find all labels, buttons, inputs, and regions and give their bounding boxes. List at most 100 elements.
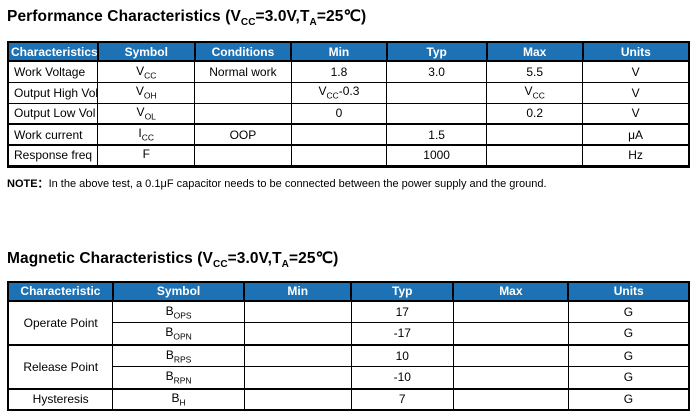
symbol-subscript: RPS bbox=[173, 354, 192, 365]
cell-units: G bbox=[567, 387, 690, 411]
max-subscript: CC bbox=[532, 90, 545, 101]
cell-characteristic: Output High Vol bbox=[7, 81, 99, 104]
cell-max bbox=[452, 322, 569, 346]
cell-characteristic-operate-point: Operate Point bbox=[7, 300, 114, 346]
cell-units: G bbox=[567, 322, 690, 346]
header-cell-units: Units bbox=[581, 41, 691, 63]
condition-mid: =3.0V,T bbox=[255, 8, 310, 25]
cell-min bbox=[243, 343, 352, 368]
cell-typ: 3.0 bbox=[386, 60, 488, 83]
table-row-brps: Release Point BRPS 10 G bbox=[7, 343, 690, 390]
note-label: NOTE： bbox=[7, 177, 49, 190]
cell-min bbox=[243, 322, 352, 346]
header-cell-characteristics: Characteristics bbox=[7, 41, 99, 63]
header-cell-max: Max bbox=[452, 280, 570, 302]
cell-min: VCC-0.3 bbox=[290, 81, 388, 104]
note-text: In the above test, a 0.1μF capacitor nee… bbox=[48, 177, 547, 190]
table-row-bopn: BOPN -17 G bbox=[8, 322, 690, 346]
header-cell-symbol: Symbol bbox=[111, 280, 246, 302]
cell-max bbox=[452, 387, 569, 411]
condition-mid: =3.0V,T bbox=[227, 249, 282, 267]
cell-typ bbox=[386, 102, 488, 125]
condition-close: =25℃) bbox=[288, 249, 339, 267]
table-row-bh: Hysteresis BH 7 G bbox=[7, 387, 690, 411]
symbol-base: V bbox=[136, 105, 145, 120]
table-row-brpn: BRPN -10 G bbox=[8, 366, 690, 390]
cell-units: V bbox=[582, 60, 690, 83]
cell-max bbox=[452, 300, 569, 324]
performance-note: NOTE：In the above test, a 0.1μF capacito… bbox=[7, 175, 690, 191]
min-base: V bbox=[318, 84, 327, 99]
cell-max: 0.2 bbox=[486, 102, 584, 125]
magnetic-table: Characteristic Symbol Min Typ Max Units … bbox=[7, 280, 690, 411]
cell-units: V bbox=[582, 102, 690, 125]
cell-units: Hz bbox=[582, 144, 690, 167]
table-row-work-current: Work current ICC OOP 1.5 μA bbox=[7, 123, 690, 146]
min-suffix: -0.3 bbox=[338, 84, 360, 99]
symbol-subscript: OPN bbox=[173, 331, 192, 342]
cell-conditions bbox=[194, 144, 292, 167]
cell-symbol: VOH bbox=[97, 81, 196, 104]
cell-symbol: BRPS bbox=[112, 343, 245, 368]
cell-characteristic: Output Low Vol bbox=[7, 102, 99, 125]
header-cell-characteristic: Characteristic bbox=[7, 280, 114, 302]
symbol-subscript: CC bbox=[144, 70, 157, 81]
symbol-base: B bbox=[165, 303, 174, 318]
symbol-subscript: CC bbox=[141, 132, 155, 143]
cell-conditions bbox=[194, 102, 292, 125]
cell-typ: 7 bbox=[350, 387, 454, 411]
symbol-base: F bbox=[142, 147, 150, 162]
cell-min: 0 bbox=[290, 102, 388, 125]
cell-max bbox=[486, 144, 584, 167]
cell-characteristic: Response freq bbox=[7, 144, 99, 167]
symbol-base: B bbox=[165, 347, 174, 362]
magnetic-title-text: Magnetic Characteristics bbox=[7, 249, 198, 267]
header-cell-typ: Typ bbox=[350, 280, 455, 302]
cell-symbol: F bbox=[97, 144, 196, 167]
condition-close: =25℃) bbox=[316, 8, 367, 25]
cell-typ: 1000 bbox=[386, 144, 488, 167]
condition-sub-ta: A bbox=[309, 17, 317, 29]
cell-max: VCC bbox=[486, 81, 584, 104]
cell-symbol: VCC bbox=[97, 60, 196, 83]
cell-units: G bbox=[567, 300, 690, 324]
cell-symbol: BH bbox=[112, 387, 245, 411]
cell-units: G bbox=[567, 343, 690, 368]
symbol-subscript: OL bbox=[144, 111, 156, 122]
table-row-output-low-vol: Output Low Vol VOL 0 0.2 V bbox=[7, 102, 690, 125]
cell-symbol: VOL bbox=[97, 102, 196, 125]
cell-symbol: BOPS bbox=[112, 300, 245, 324]
performance-title: Performance Characteristics (VCC=3.0V,TA… bbox=[7, 7, 690, 28]
symbol-base: V bbox=[136, 63, 145, 78]
header-cell-symbol: Symbol bbox=[96, 41, 196, 63]
header-cell-min: Min bbox=[290, 41, 388, 63]
cell-symbol: BRPN bbox=[112, 366, 245, 390]
cell-conditions: OOP bbox=[194, 123, 292, 146]
max-base: V bbox=[524, 84, 533, 99]
cell-min bbox=[243, 387, 352, 411]
cell-symbol: BOPN bbox=[112, 322, 245, 346]
cell-conditions: Normal work bbox=[194, 60, 292, 83]
header-cell-units: Units bbox=[567, 280, 690, 302]
header-cell-conditions: Conditions bbox=[193, 41, 293, 63]
cell-characteristic: Work current bbox=[7, 123, 99, 146]
cell-characteristic: Work Voltage bbox=[7, 60, 99, 83]
cell-max bbox=[452, 366, 569, 390]
cell-units: μA bbox=[582, 123, 690, 146]
cell-units: G bbox=[567, 366, 690, 390]
cell-min bbox=[290, 123, 388, 146]
magnetic-header-row: Characteristic Symbol Min Typ Max Units bbox=[7, 280, 690, 302]
performance-title-text: Performance Characteristics bbox=[7, 8, 226, 25]
symbol-base: B bbox=[165, 325, 174, 340]
symbol-base: V bbox=[135, 84, 144, 99]
cell-min bbox=[290, 144, 388, 167]
cell-characteristic-hysteresis: Hysteresis bbox=[7, 387, 114, 411]
cell-max bbox=[452, 343, 569, 368]
cell-typ: 1.5 bbox=[386, 123, 488, 146]
cell-typ: 10 bbox=[350, 343, 454, 368]
symbol-subscript: H bbox=[179, 397, 186, 408]
table-row-work-voltage: Work Voltage VCC Normal work 1.8 3.0 5.5… bbox=[7, 60, 690, 83]
cell-typ bbox=[386, 81, 488, 104]
performance-header-row: Characteristics Symbol Conditions Min Ty… bbox=[7, 41, 691, 63]
condition-sub-vcc: CC bbox=[213, 258, 228, 270]
